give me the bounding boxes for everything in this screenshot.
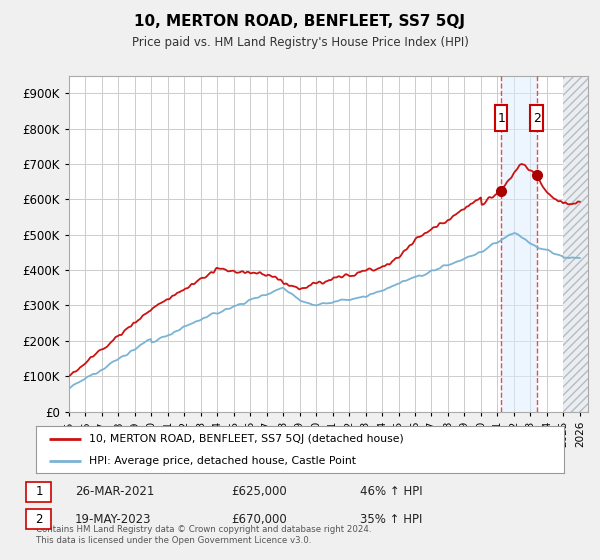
Text: 10, MERTON ROAD, BENFLEET, SS7 5QJ: 10, MERTON ROAD, BENFLEET, SS7 5QJ	[134, 14, 466, 29]
Text: 2: 2	[533, 111, 541, 124]
Text: 10, MERTON ROAD, BENFLEET, SS7 5QJ (detached house): 10, MERTON ROAD, BENFLEET, SS7 5QJ (deta…	[89, 434, 404, 444]
Text: 1: 1	[35, 485, 43, 498]
Text: HPI: Average price, detached house, Castle Point: HPI: Average price, detached house, Cast…	[89, 456, 356, 466]
Text: Price paid vs. HM Land Registry's House Price Index (HPI): Price paid vs. HM Land Registry's House …	[131, 36, 469, 49]
Text: 26-MAR-2021: 26-MAR-2021	[75, 485, 154, 498]
FancyBboxPatch shape	[495, 105, 508, 132]
Text: £670,000: £670,000	[231, 512, 287, 526]
Text: 2: 2	[35, 512, 43, 526]
FancyBboxPatch shape	[530, 105, 543, 132]
Text: 35% ↑ HPI: 35% ↑ HPI	[360, 512, 422, 526]
Text: Contains HM Land Registry data © Crown copyright and database right 2024.
This d: Contains HM Land Registry data © Crown c…	[36, 525, 371, 545]
Bar	[501, 76, 536, 412]
Text: 19-MAY-2023: 19-MAY-2023	[75, 512, 151, 526]
Text: 1: 1	[497, 111, 505, 124]
Bar	[563, 76, 588, 412]
Text: 46% ↑ HPI: 46% ↑ HPI	[360, 485, 422, 498]
Text: £625,000: £625,000	[231, 485, 287, 498]
Bar	[563, 76, 588, 412]
